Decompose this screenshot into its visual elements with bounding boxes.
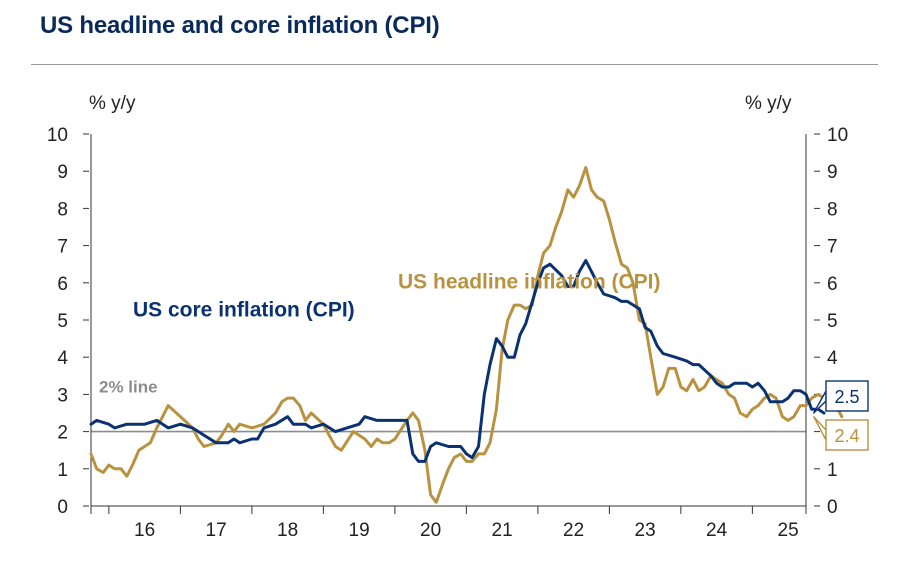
x-tick-label: 21 [492,520,513,541]
x-tick-label: 20 [420,520,441,541]
headline-last-value-badge: 2.4 [813,416,869,451]
right-tick-label: 1 [827,460,838,481]
left-unit-label: % y/y [89,93,136,114]
x-tick-label: 22 [563,520,584,541]
left-tick-label: 1 [57,460,68,481]
left-tick-label: 7 [57,237,68,258]
left-y-axis: 0 1 2 3 4 5 6 7 8 9 10 % y/y [47,93,136,518]
left-tick-label: 6 [57,274,68,295]
headline-last-value-badge-box [825,419,869,451]
x-tick-label: 19 [349,520,370,541]
left-tick-label: 4 [57,348,68,369]
chart-title: US headline and core inflation (CPI) [40,12,440,39]
core-last-value-badge-box [825,380,869,412]
headline-last-value-badge-value: 2.4 [834,426,859,446]
core-series-label: US core inflation (CPI) [133,298,355,321]
right-tick-label: 10 [827,125,848,146]
right-tick-label: 4 [827,348,838,369]
x-tick-label: 17 [206,520,227,541]
x-axis: 16 17 18 19 20 21 22 23 24 25 [91,505,806,541]
x-tick-label: 23 [635,520,656,541]
right-tick-label: 9 [827,162,838,183]
left-tick-label: 2 [57,423,68,444]
core-last-value-badge: 2.5 [813,380,869,414]
left-tick-label: 9 [57,162,68,183]
left-tick-label: 0 [57,497,68,518]
reference-line-label: 2% line [99,378,158,397]
right-tick-label: 7 [827,237,838,258]
headline-inflation-line [89,166,844,504]
core-inflation-line [89,259,826,463]
core-last-value-badge-value: 2.5 [834,387,859,407]
left-tick-label: 5 [57,311,68,332]
title-divider [31,64,878,65]
right-tick-label: 0 [827,497,838,518]
x-tick-label: 18 [277,520,298,541]
right-tick-label: 5 [827,311,838,332]
x-tick-label: 24 [706,520,728,541]
x-tick-label: 16 [134,520,155,541]
headline-series-label: US headline inflation (CPI) [398,270,661,293]
headline-last-value-badge-pointer [813,416,827,441]
left-tick-label: 3 [57,385,68,406]
left-tick-label: 10 [47,125,68,146]
right-unit-label: % y/y [745,93,792,114]
x-tick-label: 25 [778,520,799,541]
right-tick-label: 6 [827,274,838,295]
right-tick-label: 8 [827,199,838,220]
left-tick-label: 8 [57,199,68,220]
